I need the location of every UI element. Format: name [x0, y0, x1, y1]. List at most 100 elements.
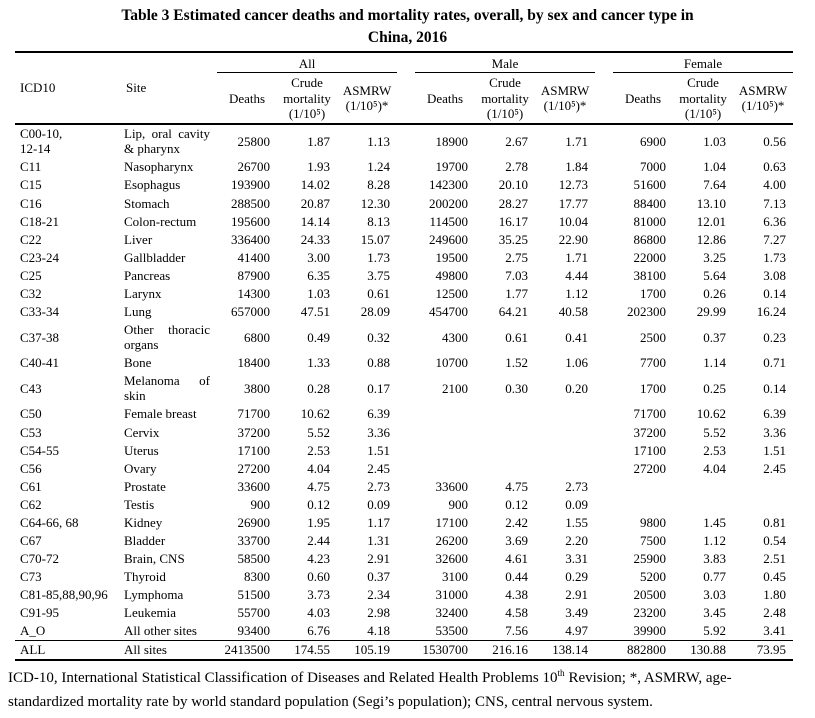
cell-female-crude-mortality: 5.92 — [703, 623, 727, 639]
cell-spacer — [397, 423, 415, 441]
cell-female-deaths: 86800 — [633, 231, 667, 247]
table-row: ALL All sites 2413500 174.55 105.19 1530… — [15, 639, 794, 661]
cell-spacer — [595, 158, 613, 176]
cell-female-crude-mortality: 3.83 — [703, 551, 727, 567]
subheader-all-crude-mortality: Crude mortality (1/10⁵) — [277, 72, 337, 125]
cell-male-deaths: 1530700 — [415, 639, 476, 661]
cell-spacer — [397, 459, 415, 477]
cell-all-crude-mortality: 3.00 — [307, 249, 330, 265]
cell-spacer — [397, 354, 415, 372]
cell-female-deaths: 1700 — [640, 285, 667, 301]
cell-site: Liver — [124, 231, 153, 247]
cell-all-crude-mortality: 2.53 — [307, 442, 330, 458]
cell-male-crude-mortality: 7.56 — [505, 623, 529, 639]
cell-female-crude-mortality: 2.53 — [703, 442, 727, 458]
cell-male-asmrw: 1.84 — [565, 159, 589, 175]
cell-icd10: C16 — [20, 195, 42, 211]
cell-site: Uterus — [124, 442, 159, 458]
group-header-female: Female — [613, 52, 794, 74]
cell-spacer — [595, 550, 613, 568]
cell-all-asmrw: 105.19 — [337, 639, 398, 661]
cell-icd10: A_O — [20, 623, 46, 639]
cell-female-asmrw: 0.54 — [763, 532, 787, 548]
cell-male-deaths: 12500 — [435, 285, 469, 301]
cell-all-asmrw: 2.45 — [367, 460, 391, 476]
cell-all-deaths: 2413500 — [217, 639, 277, 661]
cell-female-crude-mortality: 1.14 — [703, 355, 727, 371]
cell-spacer — [397, 405, 415, 423]
cell-female-deaths: 17100 — [633, 442, 667, 458]
cell-male-deaths: 10700 — [435, 355, 469, 371]
cell-spacer — [595, 586, 613, 604]
cell-female-deaths: 27200 — [633, 460, 667, 476]
cell-spacer — [397, 284, 415, 302]
table-row: C56 Ovary 27200 4.04 2.45 27200 4.04 2.4… — [15, 459, 793, 477]
cell-male-asmrw — [535, 423, 595, 441]
cell-female-deaths: 71700 — [633, 406, 667, 422]
cell-female-deaths: 7500 — [640, 532, 667, 548]
cell-female-asmrw: 3.41 — [763, 623, 787, 639]
cell-all-deaths: 93400 — [237, 623, 271, 639]
cell-female-asmrw: 4.00 — [763, 177, 787, 193]
cell-male-asmrw: 4.97 — [565, 623, 589, 639]
cell-female-crude-mortality: 4.04 — [703, 460, 727, 476]
cell-spacer — [397, 622, 415, 641]
cell-female-crude-mortality: 1.45 — [703, 514, 727, 530]
cell-icd10: C32 — [20, 285, 42, 301]
cell-all-crude-mortality: 1.03 — [307, 285, 330, 301]
subheader-all-asmrw: ASMRW (1/10⁵)* — [337, 72, 398, 125]
cell-spacer — [595, 212, 613, 230]
footnote-superscript: th — [557, 669, 565, 680]
cell-all-deaths: 27200 — [237, 460, 271, 476]
cell-site: Lymphoma — [124, 587, 184, 603]
cell-icd10: C11 — [20, 159, 42, 175]
cell-site: Esophagus — [124, 177, 181, 193]
cell-male-deaths: 17100 — [435, 514, 469, 530]
cell-female-deaths: 202300 — [627, 303, 667, 319]
cell-icd10: C64-66, 68 — [20, 514, 79, 530]
cell-spacer — [397, 441, 415, 459]
cell-female-asmrw: 0.14 — [763, 285, 787, 301]
cell-icd10: C70-72 — [20, 551, 59, 567]
cell-female-crude-mortality: 12.01 — [696, 213, 727, 229]
cell-all-deaths: 87900 — [237, 267, 271, 283]
cell-female-deaths — [613, 477, 673, 495]
cell-spacer — [595, 441, 613, 459]
cell-female-deaths: 22000 — [633, 249, 667, 265]
cell-icd10: C43 — [20, 380, 42, 396]
cell-female-asmrw: 6.36 — [763, 213, 787, 229]
cell-all-asmrw: 0.32 — [367, 329, 391, 345]
cell-icd10: C33-34 — [20, 303, 59, 319]
cell-all-crude-mortality: 4.04 — [307, 460, 330, 476]
footnote-text-part2: Revision; *, ASMRW, age-standardized mor… — [8, 670, 732, 711]
cell-spacer — [397, 266, 415, 284]
cell-all-asmrw: 6.39 — [367, 406, 391, 422]
cell-spacer — [595, 321, 613, 354]
footnote-text-part1: ICD-10, International Statistical Classi… — [8, 670, 558, 687]
cell-male-asmrw: 1.06 — [565, 355, 589, 371]
cell-all-asmrw: 3.75 — [367, 267, 391, 283]
cell-male-crude-mortality — [475, 405, 535, 423]
cell-site: Kidney — [124, 514, 163, 530]
cell-female-asmrw: 2.48 — [763, 605, 787, 621]
table-row: C25 Pancreas 87900 6.35 3.75 49800 7.03 … — [15, 266, 793, 284]
subheader-all-deaths: Deaths — [217, 72, 277, 125]
cell-spacer — [397, 477, 415, 495]
cell-all-asmrw: 28.09 — [360, 303, 391, 319]
table-row: C67 Bladder 33700 2.44 1.31 26200 3.69 2… — [15, 531, 793, 549]
cell-spacer — [397, 604, 415, 622]
cell-male-crude-mortality: 0.61 — [505, 329, 529, 345]
cell-male-crude-mortality: 216.16 — [475, 639, 536, 661]
cell-female-crude-mortality: 29.99 — [696, 303, 727, 319]
cell-spacer — [595, 230, 613, 248]
cell-spacer — [595, 639, 614, 661]
cell-icd10: C50 — [20, 406, 42, 422]
cell-all-deaths: 6800 — [244, 329, 270, 345]
cell-female-asmrw: 2.45 — [763, 460, 787, 476]
cell-spacer — [397, 124, 415, 158]
cell-all-crude-mortality: 0.28 — [307, 380, 330, 396]
cell-spacer — [595, 302, 613, 320]
cell-female-crude-mortality: 1.12 — [703, 532, 727, 548]
cell-female-deaths: 2500 — [640, 329, 667, 345]
cell-all-asmrw: 8.28 — [367, 177, 391, 193]
